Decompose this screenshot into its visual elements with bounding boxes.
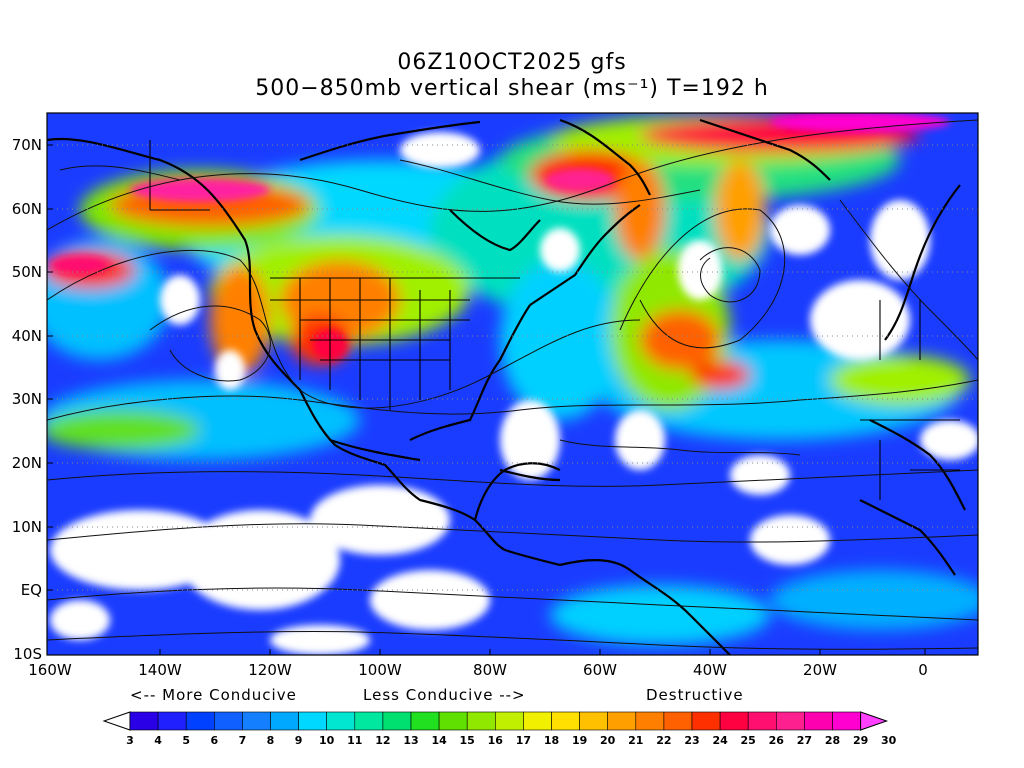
colorbar-label: 23 <box>684 734 699 747</box>
colorbar-label: 26 <box>769 734 785 747</box>
colorbar-swatch <box>354 711 384 731</box>
hint-less-conducive: Less Conducive --> <box>363 686 526 704</box>
colorbar-label: 6 <box>210 734 218 747</box>
lon-label-160w: 160W <box>28 661 72 679</box>
colorbar-label: 14 <box>431 734 447 747</box>
colorbar-label: 5 <box>182 734 190 747</box>
colorbar-label: 30 <box>881 734 897 747</box>
colorbar-label: 21 <box>628 734 643 747</box>
colorbar-swatch <box>214 711 243 731</box>
colorbar-swatch <box>775 711 805 731</box>
lat-label-30n: 30N <box>11 390 42 408</box>
lon-label-120w: 120W <box>248 661 292 679</box>
colorbar-label: 25 <box>741 734 756 747</box>
colorbar-label: 11 <box>347 734 362 747</box>
colorbar-swatch <box>157 711 187 731</box>
colorbar-label: 19 <box>572 734 587 747</box>
chart-subtitle: 500−850mb vertical shear (ms⁻¹) T=192 h <box>255 76 769 101</box>
colorbar-swatch <box>579 711 608 731</box>
lat-label-40n: 40N <box>11 327 42 345</box>
axis-ticks <box>47 144 926 655</box>
lat-label-eq: EQ <box>20 581 42 599</box>
shear-field <box>47 113 978 655</box>
colorbar-swatch <box>494 711 524 731</box>
chart-title: 06Z10OCT2025 gfs <box>397 50 627 75</box>
colorbar-label: 9 <box>295 734 303 747</box>
colorbar-label: 18 <box>544 734 559 747</box>
lon-label-20w: 20W <box>803 661 837 679</box>
colorbar-label: 4 <box>154 734 162 747</box>
lon-label-80w: 80W <box>473 661 507 679</box>
lat-label-70n: 70N <box>11 136 42 154</box>
colorbar-swatch <box>635 711 665 731</box>
colorbar-label: 20 <box>600 734 616 747</box>
colorbar-swatch <box>298 711 328 731</box>
colorbar-label: 29 <box>853 734 868 747</box>
colorbar-swatch <box>466 711 496 731</box>
lat-label-10s: 10S <box>13 645 42 663</box>
colorbar-label: 27 <box>797 734 812 747</box>
plot-frame <box>46 112 979 656</box>
colorbar-label: 7 <box>239 734 247 747</box>
colorbar-label: 15 <box>460 734 475 747</box>
colorbar-label: 12 <box>375 734 390 747</box>
colorbar-label: 8 <box>267 734 275 747</box>
colorbar-swatch <box>129 711 159 731</box>
colorbar-label: 24 <box>712 734 728 747</box>
colorbar-swatch <box>719 711 749 731</box>
lon-label-60w: 60W <box>583 661 617 679</box>
lon-label-40w: 40W <box>693 661 727 679</box>
colorbar-swatch <box>326 711 356 731</box>
lon-label-100w: 100W <box>358 661 402 679</box>
colorbar-swatch <box>832 711 861 731</box>
lat-label-60n: 60N <box>11 200 42 218</box>
colorbar-swatch <box>185 711 215 731</box>
colorbar-swatch <box>438 711 468 731</box>
colorbar-label: 3 <box>126 734 134 747</box>
gridlines <box>47 144 978 591</box>
colorbar-swatch <box>242 711 271 731</box>
lat-label-50n: 50N <box>11 263 42 281</box>
colorbar-label: 10 <box>319 734 335 747</box>
colorbar-high-arrow <box>860 711 889 731</box>
colorbar-label: 22 <box>656 734 671 747</box>
lat-label-10n: 10N <box>11 518 42 536</box>
hint-destructive: Destructive <box>646 686 744 704</box>
colorbar-swatch <box>663 711 693 731</box>
lat-label-20n: 20N <box>11 454 42 472</box>
lon-label-140w: 140W <box>138 661 182 679</box>
colorbar-label: 16 <box>488 734 504 747</box>
hint-more-conducive: <-- More Conducive <box>130 686 297 704</box>
coastlines <box>47 118 966 655</box>
colorbar-swatch <box>804 711 833 731</box>
colorbar-swatch <box>607 711 637 731</box>
streamlines <box>47 119 978 650</box>
colorbar-swatch <box>551 711 580 731</box>
colorbar-label: 13 <box>403 734 418 747</box>
colorbar-swatch <box>691 711 721 731</box>
colorbar-low-arrow <box>102 711 131 731</box>
borders <box>149 140 960 500</box>
colorbar-label: 17 <box>516 734 531 747</box>
colorbar-swatch <box>747 711 777 731</box>
low-shear-areas <box>50 132 978 655</box>
lon-label-0: 0 <box>918 661 928 679</box>
colorbar-swatch <box>523 711 552 731</box>
colorbar-swatch <box>382 711 412 731</box>
colorbar-label: 28 <box>825 734 840 747</box>
colorbar-swatch <box>270 711 299 731</box>
colorbar-swatch <box>410 711 440 731</box>
